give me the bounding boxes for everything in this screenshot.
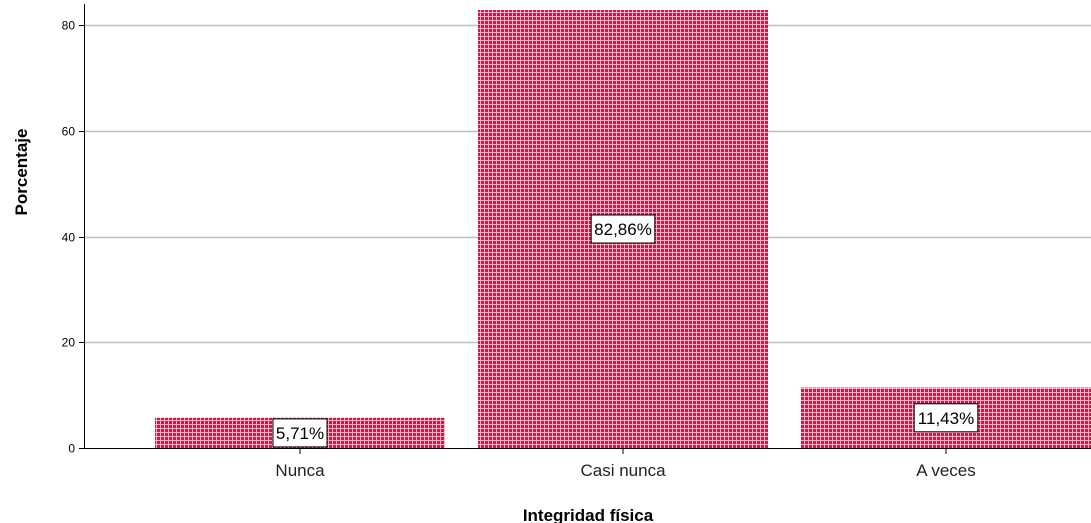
y-tick-label: 0 [68,442,75,456]
x-axis-title: Integridad física [523,506,654,523]
data-label: 82,86% [590,214,656,244]
data-label-text: 5,71% [276,424,324,443]
y-tick-label: 20 [62,336,76,350]
data-label: 5,71% [272,418,328,448]
data-label-text: 11,43% [918,409,974,428]
data-label-box [272,418,328,448]
x-tick-labels: Nunca Casi nunca A veces [275,461,975,480]
y-tick-label: 80 [62,19,76,33]
data-label-text: 82,86% [594,220,652,239]
x-tick-label: A veces [916,461,976,480]
data-labels: 5,71% 82,86% 11,43% [272,214,979,448]
data-label-box [590,214,656,244]
data-label-box [913,403,979,433]
axes [79,4,1091,454]
y-tick-label: 40 [62,231,76,245]
y-tick-label: 60 [62,125,76,139]
data-label: 11,43% [913,403,979,433]
y-tick-labels: 0 20 40 60 80 [62,19,76,456]
x-tick-label: Casi nunca [580,461,666,480]
y-axis-title: Porcentaje [12,129,31,216]
x-tick-label: Nunca [275,461,325,480]
